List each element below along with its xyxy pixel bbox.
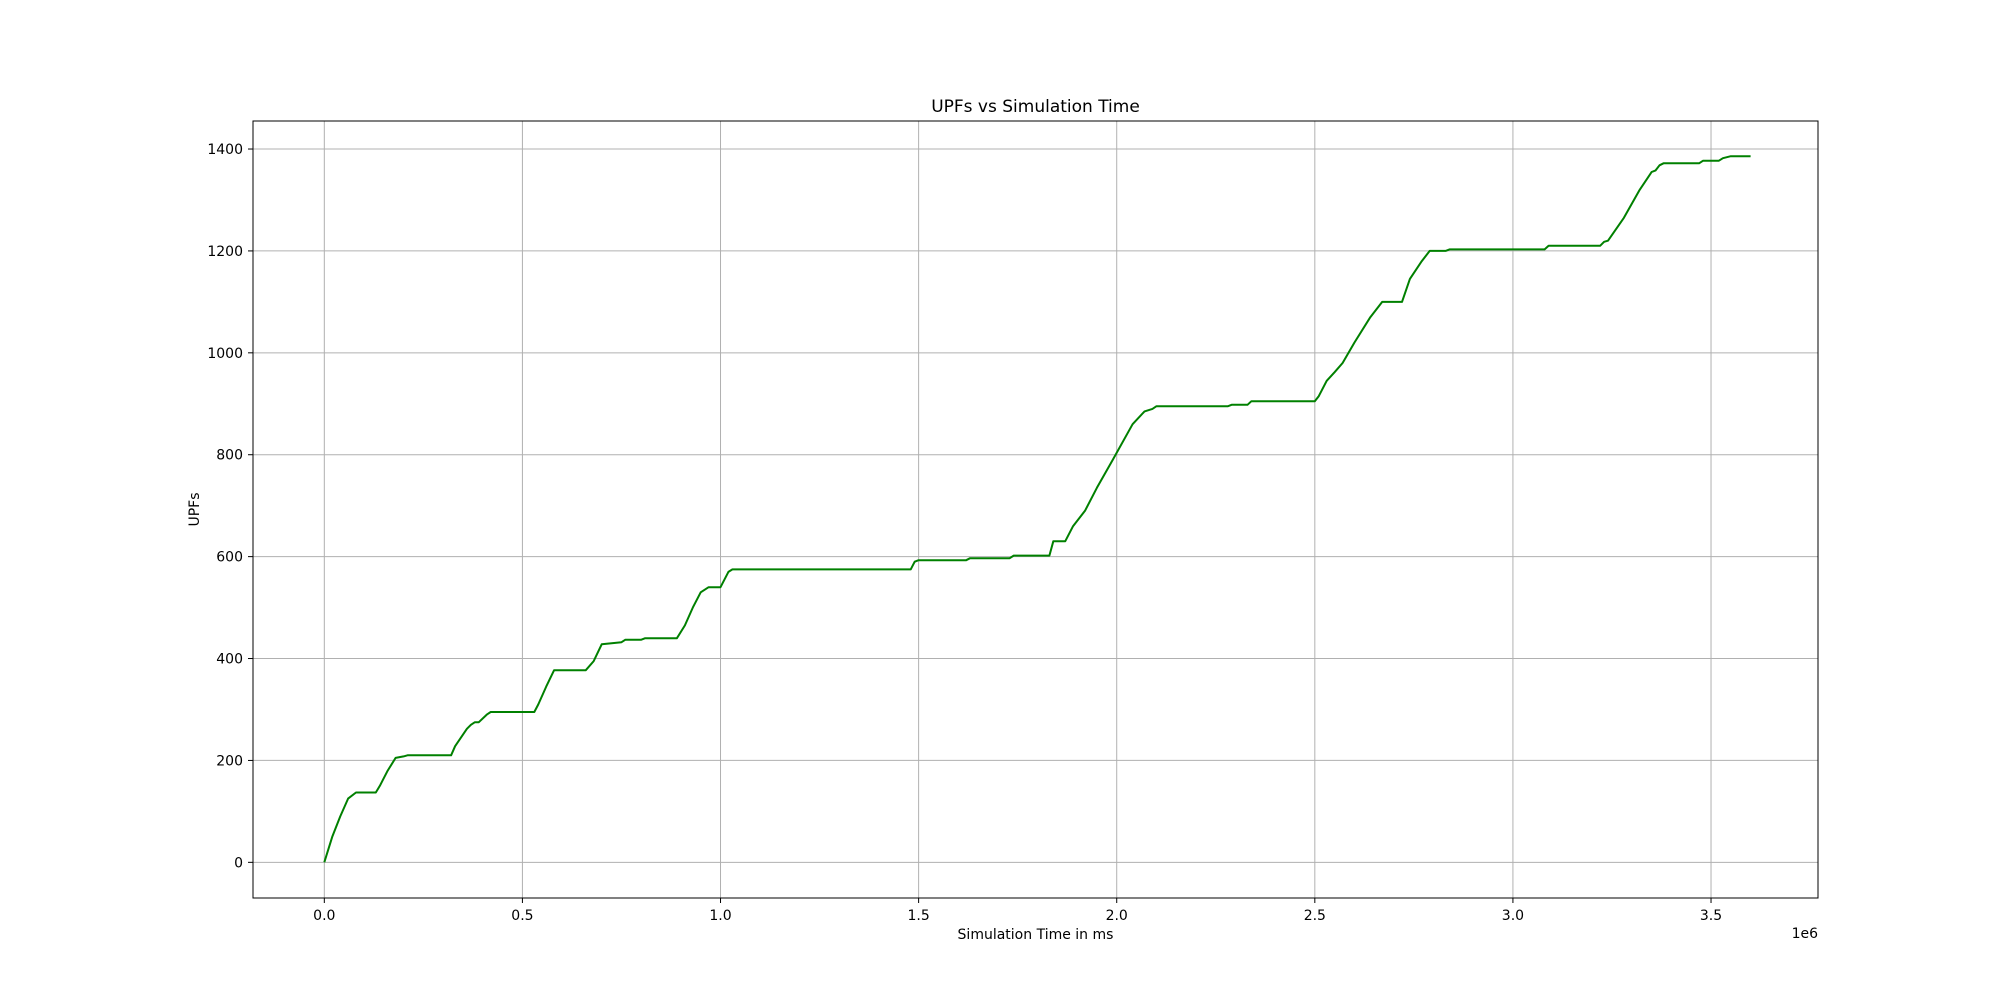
y-tick-label: 0 [234, 855, 243, 871]
x-axis-label: Simulation Time in ms [958, 927, 1114, 943]
y-tick-label: 400 [216, 652, 243, 668]
x-tick-label: 1.5 [907, 908, 929, 924]
y-tick-label: 1000 [207, 346, 243, 362]
x-tick-label: 2.5 [1304, 908, 1326, 924]
y-tick-label: 600 [216, 550, 243, 566]
x-tick-label: 2.0 [1106, 908, 1128, 924]
grid [253, 121, 1818, 898]
y-tick-label: 800 [216, 448, 243, 464]
x-tick-label: 0.5 [511, 908, 533, 924]
y-tick-label: 1400 [207, 142, 243, 158]
y-axis-label: UPFs [187, 492, 203, 526]
series-layer [323, 155, 1751, 863]
x-axis-offset-label: 1e6 [1792, 926, 1819, 942]
y-tick-label: 1200 [207, 244, 243, 260]
x-tick-label: 1.0 [709, 908, 731, 924]
x-tick-label: 3.5 [1700, 908, 1722, 924]
x-tick-label: 3.0 [1502, 908, 1524, 924]
x-tick-label: 0.0 [313, 908, 335, 924]
plot-area-frame [252, 120, 1819, 899]
axis-ticks: 0.0 0.5 1.0 1.5 2.0 2.5 3.0 3.5 0 200 400 600 800 100… [207, 142, 1722, 924]
y-tick-label: 200 [216, 753, 243, 769]
chart-title: UPFs vs Simulation Time [931, 97, 1140, 117]
series-line [323, 155, 1751, 863]
